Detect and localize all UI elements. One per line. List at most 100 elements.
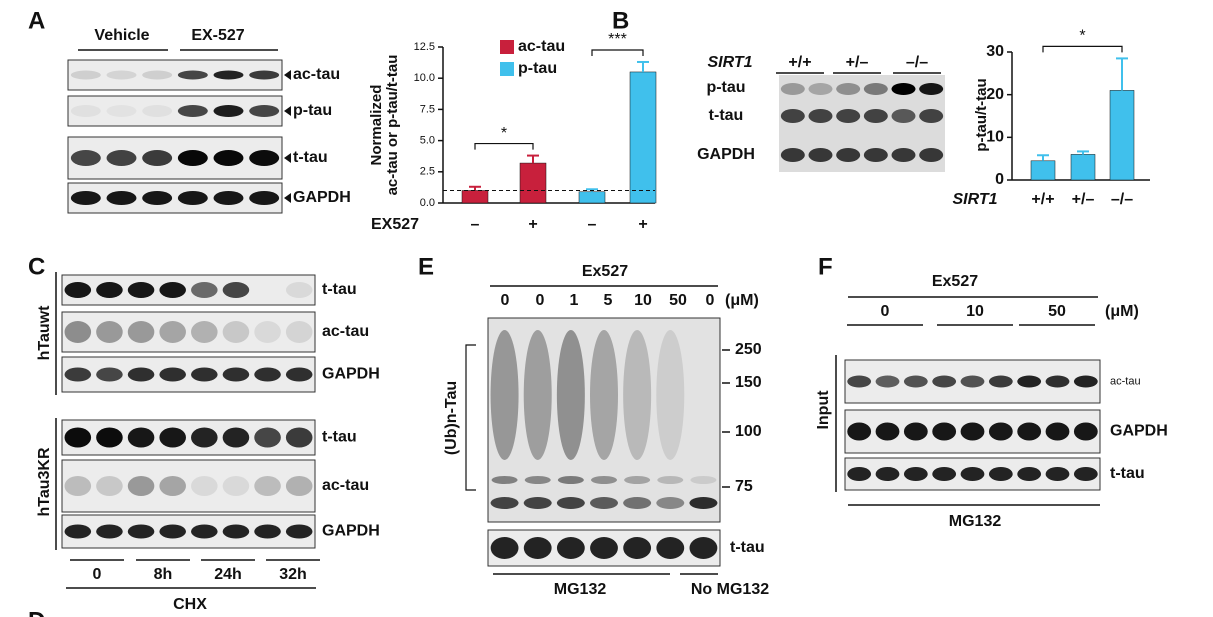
band (191, 367, 218, 382)
panel-letter: A (28, 7, 45, 34)
panel-letter: F (818, 253, 833, 280)
blot-label: t-tau (1110, 465, 1145, 482)
dose-label: 50 (669, 292, 687, 309)
band (64, 427, 92, 448)
time-label: 32h (279, 566, 307, 583)
bar (578, 191, 606, 204)
band (656, 497, 685, 509)
band (142, 105, 173, 117)
band (64, 282, 92, 298)
band (70, 70, 101, 80)
band (808, 83, 833, 95)
band (159, 427, 186, 448)
band (127, 427, 155, 448)
band (191, 282, 218, 298)
band (690, 476, 717, 484)
band (808, 148, 833, 162)
group-label: Vehicle (94, 27, 149, 44)
significance-bracket (591, 49, 644, 56)
band (847, 422, 872, 441)
band (960, 467, 985, 481)
band (623, 497, 652, 509)
band (1045, 467, 1070, 481)
y-tick-label: 5.0 (420, 135, 435, 147)
dose-label: 0 (881, 303, 890, 320)
bracket (465, 344, 476, 491)
band (285, 321, 313, 343)
band (624, 476, 651, 484)
band (213, 150, 244, 166)
band (590, 537, 618, 559)
smear (656, 330, 685, 460)
genotype: +/+ (788, 54, 811, 71)
band (689, 537, 718, 559)
band (919, 109, 944, 123)
panel-letter: E (418, 253, 434, 280)
band (254, 367, 281, 382)
band (490, 537, 519, 559)
y-tick-label: 0.0 (420, 197, 435, 209)
band (932, 375, 957, 388)
x-tick-label: – (471, 216, 480, 233)
blot-label: t-tau (322, 281, 357, 298)
band (64, 321, 92, 343)
group-label: hTauwt (36, 305, 53, 360)
blot (67, 182, 283, 214)
band (689, 497, 718, 509)
band (222, 427, 250, 448)
band (177, 105, 208, 117)
band (127, 282, 155, 298)
band (70, 150, 101, 166)
band (96, 367, 123, 382)
blot-label: t-tau (293, 149, 328, 166)
band (891, 83, 916, 95)
band (960, 375, 985, 388)
treatment-label: CHX (173, 596, 207, 613)
blot (61, 459, 316, 513)
blot-label: ac-tau (293, 66, 340, 83)
band (142, 150, 173, 166)
band (222, 321, 250, 343)
band (222, 524, 250, 539)
band (836, 109, 861, 123)
time-label: 8h (154, 566, 173, 583)
band (903, 375, 928, 388)
band (96, 321, 123, 343)
dose-label: 1 (570, 292, 579, 309)
band (213, 70, 244, 80)
band (249, 191, 280, 205)
band (159, 321, 186, 343)
unit-label: (μM) (725, 292, 759, 309)
band (557, 476, 584, 484)
band (780, 109, 805, 123)
band (70, 105, 101, 117)
band (556, 537, 585, 559)
blot (487, 317, 721, 523)
legend-swatch (500, 62, 514, 76)
band (875, 467, 900, 481)
band (891, 109, 916, 123)
band (177, 70, 208, 80)
band (96, 524, 123, 539)
band (106, 150, 137, 166)
band (863, 109, 888, 123)
band (159, 476, 186, 496)
band (213, 105, 244, 117)
x-row-label: SIRT1 (952, 191, 997, 208)
band (249, 70, 280, 80)
band (142, 191, 173, 205)
band (491, 476, 518, 484)
treatment-label: Ex527 (582, 263, 628, 280)
marker-label: 100 (735, 423, 762, 440)
blot (779, 75, 945, 172)
band (988, 422, 1013, 441)
band (142, 70, 173, 80)
significance-label: * (1079, 28, 1085, 45)
band (127, 524, 155, 539)
smear (523, 330, 552, 460)
dose-label: 50 (1048, 303, 1066, 320)
marker-label: 75 (735, 478, 753, 495)
band (1073, 467, 1098, 481)
group-label: hTau3KR (36, 447, 53, 516)
band (177, 150, 208, 166)
